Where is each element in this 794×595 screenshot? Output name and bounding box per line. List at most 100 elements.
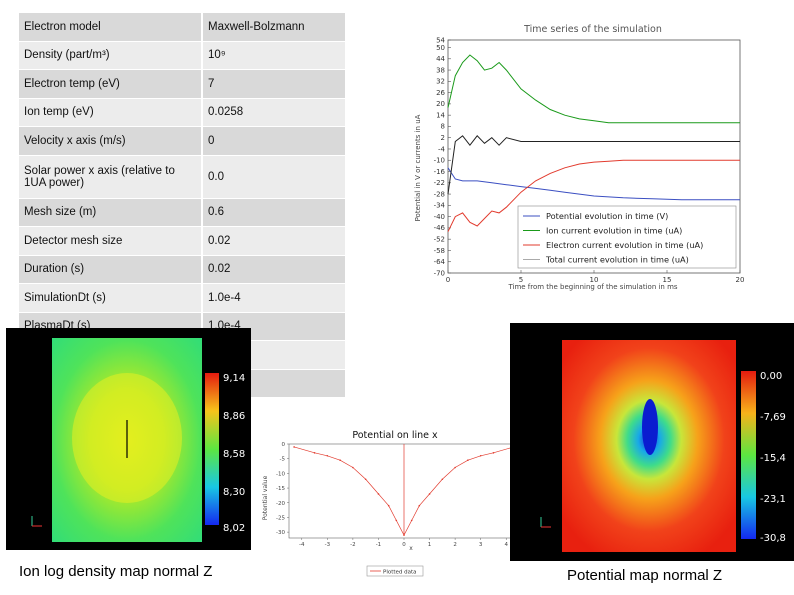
density-colorbar-label: 9,14: [223, 373, 245, 384]
table-row: Electron temp (eV) 7: [19, 69, 345, 99]
series-line: [447, 135, 740, 195]
y-tick-label: -15: [276, 486, 285, 492]
x-axis-label: x: [409, 545, 413, 552]
param-value: 1.0e-4: [202, 283, 345, 313]
y-tick-label: -10: [276, 471, 285, 477]
data-point: [428, 493, 431, 495]
y-tick-label: 44: [436, 55, 445, 63]
y-tick-label: 0: [282, 442, 286, 448]
param-label: Density (part/m³): [19, 41, 203, 70]
param-label: SimulationDt (s): [19, 283, 203, 313]
table-row: Velocity x axis (m/s) 0: [19, 126, 345, 156]
data-point: [410, 519, 413, 522]
param-label: Electron temp (eV): [19, 69, 203, 99]
y-tick-label: -30: [276, 530, 285, 536]
y-tick-label: 20: [436, 100, 445, 108]
param-value: 0.0: [202, 155, 345, 199]
data-point: [352, 466, 354, 469]
chart-title: Time series of the simulation: [523, 24, 662, 35]
param-value: 10⁹: [202, 41, 345, 70]
param-label: Electron model: [19, 13, 203, 42]
series-line: [447, 54, 740, 124]
potential-caption: Potential map normal Z: [567, 567, 723, 584]
table-row: Density (part/m³) 10⁹: [19, 41, 345, 70]
potential-line-chart: Potential on line x Potential value x 0 -…: [255, 426, 535, 581]
x-tick-label: 5: [519, 276, 523, 284]
data-point: [313, 452, 316, 454]
legend-entry: Total current evolution in time (uA): [545, 255, 689, 265]
param-value: Maxwell-Bolzmann: [202, 13, 345, 42]
data-point: [418, 504, 421, 507]
legend-entry: Electron current evolution in time (uA): [546, 240, 703, 250]
y-tick-label: -58: [434, 247, 445, 255]
data-point: [326, 454, 329, 457]
potential-well: [642, 399, 658, 455]
axes-triad-icon: [540, 517, 551, 528]
y-axis-label: Potential in V or currents in uA: [414, 114, 422, 221]
param-label: Velocity x axis (m/s): [19, 126, 203, 156]
data-point: [395, 519, 398, 522]
y-tick-label: -20: [276, 501, 285, 507]
table-row: Mesh size (m) 0.6: [19, 198, 345, 227]
table-row: Ion temp (eV) 0.0258: [19, 98, 345, 127]
y-tick-label: 50: [436, 44, 445, 52]
x-tick-label: -3: [325, 542, 331, 548]
x-tick-label: 20: [736, 276, 745, 284]
data-point: [454, 466, 456, 469]
y-tick-label: 26: [436, 89, 445, 97]
x-tick-label: 3: [479, 542, 483, 548]
legend-entry: Plotted data: [383, 570, 417, 576]
legend-box: [517, 205, 737, 269]
param-value: 1.0e-4: [202, 312, 345, 341]
density-colorbar-label: 8,02: [223, 523, 245, 534]
x-tick-label: 0: [402, 542, 406, 548]
series-line: [447, 159, 740, 232]
table-row: Detector mesh size 0.02: [19, 226, 345, 256]
series-line: [447, 167, 740, 201]
data-point: [441, 478, 444, 481]
data-point: [364, 478, 367, 481]
y-tick-label: -28: [434, 190, 445, 198]
density-colorbar-label: 8,58: [223, 449, 245, 460]
x-tick-label: -1: [376, 542, 381, 548]
param-label: Detector mesh size: [19, 226, 203, 256]
density-colorbar-label: 8,86: [223, 411, 245, 422]
x-tick-label: 15: [663, 276, 672, 284]
potential-colorbar-label: -30,8: [760, 533, 786, 544]
param-value: 0.0258: [202, 98, 345, 127]
y-tick-label: -46: [434, 224, 446, 232]
chart-legend: Potential evolution in time (V) Ion curre…: [517, 205, 737, 269]
y-tick-label: 14: [436, 111, 445, 119]
y-tick-label: 8: [441, 123, 445, 131]
time-series-chart: Time series of the simulation Potential …: [400, 18, 755, 298]
legend-entry: Potential evolution in time (V): [546, 211, 668, 221]
y-tick-label: -64: [434, 258, 446, 266]
potential-colorbar-label: -7,69: [760, 412, 786, 423]
param-label: Ion temp (eV): [19, 98, 203, 127]
x-tick-label: 2: [453, 542, 457, 548]
y-tick-label: 38: [436, 66, 445, 74]
density-caption: Ion log density map normal Z: [19, 563, 213, 580]
y-tick-label: 2: [441, 134, 445, 142]
y-tick-label: -22: [434, 179, 445, 187]
y-tick-label: -5: [280, 457, 286, 463]
potential-colorbar-label: 0,00: [760, 371, 782, 382]
param-value: 0.02: [202, 226, 345, 256]
legend-entry: Ion current evolution in time (uA): [546, 226, 682, 236]
data-point: [467, 459, 469, 461]
table-row: Duration (s) 0.02: [19, 255, 345, 284]
param-value: 0: [202, 126, 345, 156]
y-tick-label: 54: [436, 36, 445, 44]
table-row: Electron model Maxwell-Bolzmann: [19, 13, 345, 42]
data-point: [293, 446, 295, 448]
table-row: Solar power x axis (relative to 1UA powe…: [19, 155, 345, 199]
param-label: Duration (s): [19, 255, 203, 284]
chart-title: Potential on line x: [352, 430, 438, 441]
x-tick-label: -2: [350, 542, 355, 548]
potential-colorbar: [741, 371, 756, 539]
y-tick-label: -16: [434, 168, 446, 176]
chart-legend: Plotted data: [366, 565, 424, 577]
ion-density-map: 9,14 8,86 8,58 8,30 8,02: [6, 328, 251, 550]
x-tick-label: 0: [446, 276, 450, 284]
y-tick-label: -52: [434, 235, 445, 243]
